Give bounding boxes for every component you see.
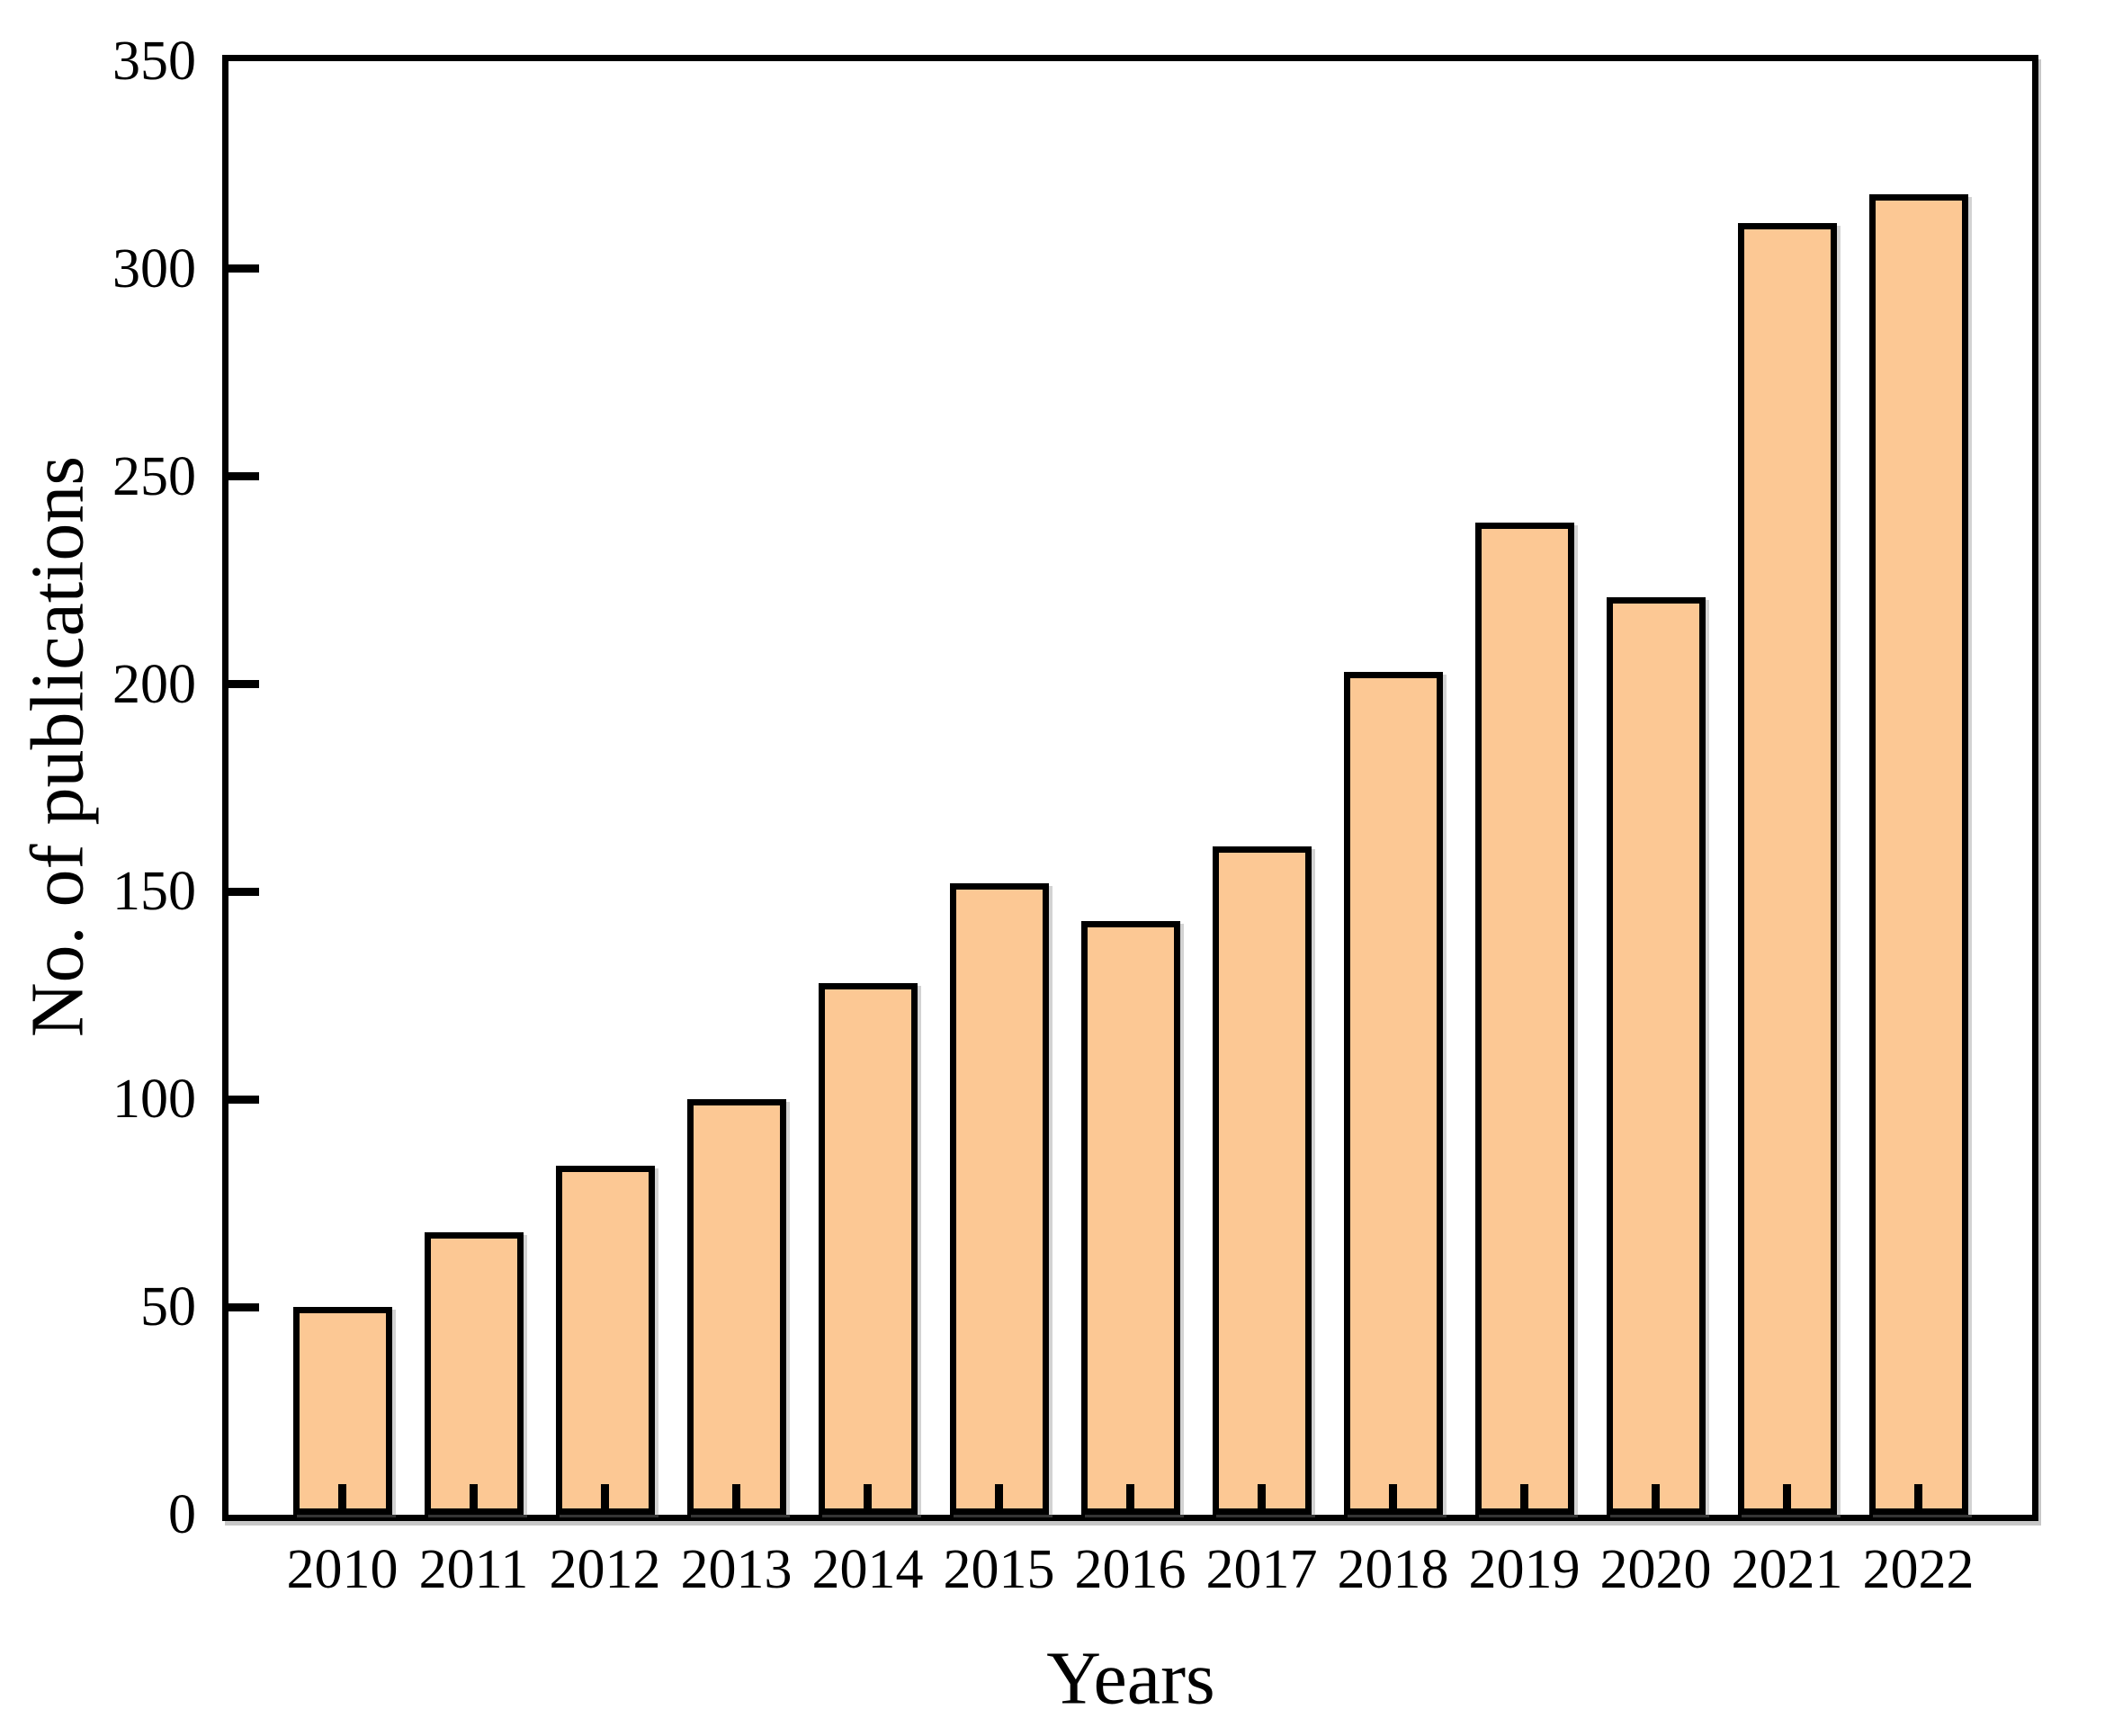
bar-2012 xyxy=(555,1166,655,1515)
x-tick-label-2018: 2018 xyxy=(1337,1539,1449,1600)
bar-2014 xyxy=(818,983,918,1515)
x-tick-label-2015: 2015 xyxy=(943,1539,1055,1600)
y-axis-title: No. of publications xyxy=(15,455,100,1038)
x-tick-2015 xyxy=(995,1484,1003,1515)
x-tick-label-2019: 2019 xyxy=(1468,1539,1581,1600)
bar-2013 xyxy=(686,1099,786,1515)
x-tick-label-2021: 2021 xyxy=(1731,1539,1843,1600)
x-tick-label-2016: 2016 xyxy=(1074,1539,1187,1600)
x-tick-2018 xyxy=(1389,1484,1397,1515)
y-tick-300 xyxy=(228,264,259,273)
x-tick-label-2014: 2014 xyxy=(811,1539,924,1600)
y-tick-label-150: 150 xyxy=(112,861,196,923)
x-axis-title: Years xyxy=(1046,1636,1215,1721)
x-tick-2010 xyxy=(338,1484,346,1515)
plot-area xyxy=(222,55,2038,1521)
y-tick-50 xyxy=(228,1302,259,1311)
bar-2022 xyxy=(1868,194,1968,1515)
y-tick-label-100: 100 xyxy=(112,1069,196,1131)
y-tick-100 xyxy=(228,1095,259,1104)
x-tick-2019 xyxy=(1520,1484,1528,1515)
y-tick-150 xyxy=(228,887,259,896)
y-tick-250 xyxy=(228,472,259,481)
x-tick-label-2020: 2020 xyxy=(1599,1539,1712,1600)
x-tick-2022 xyxy=(1914,1484,1922,1515)
x-tick-label-2022: 2022 xyxy=(1862,1539,1975,1600)
x-tick-2017 xyxy=(1258,1484,1266,1515)
bar-2019 xyxy=(1474,523,1574,1515)
y-tick-200 xyxy=(228,680,259,689)
x-tick-2011 xyxy=(470,1484,478,1515)
y-tick-label-50: 50 xyxy=(140,1276,196,1338)
x-tick-2016 xyxy=(1126,1484,1134,1515)
x-tick-label-2013: 2013 xyxy=(680,1539,793,1600)
x-tick-2014 xyxy=(864,1484,872,1515)
x-tick-2021 xyxy=(1783,1484,1791,1515)
bar-2018 xyxy=(1343,672,1443,1515)
y-tick-label-200: 200 xyxy=(112,653,196,715)
bar-2021 xyxy=(1737,223,1837,1515)
bar-2010 xyxy=(292,1307,392,1515)
bar-2017 xyxy=(1212,846,1312,1515)
x-tick-2012 xyxy=(601,1484,609,1515)
x-tick-label-2017: 2017 xyxy=(1205,1539,1318,1600)
bar-2020 xyxy=(1606,597,1706,1515)
x-tick-label-2011: 2011 xyxy=(418,1539,529,1600)
x-tick-label-2012: 2012 xyxy=(549,1539,661,1600)
x-tick-label-2010: 2010 xyxy=(286,1539,399,1600)
y-tick-label-300: 300 xyxy=(112,237,196,300)
y-tick-label-250: 250 xyxy=(112,445,196,507)
bar-2015 xyxy=(949,883,1049,1515)
x-tick-2013 xyxy=(732,1484,740,1515)
x-tick-2020 xyxy=(1652,1484,1660,1515)
y-tick-label-0: 0 xyxy=(168,1484,196,1545)
bar-2016 xyxy=(1080,921,1180,1515)
bar-2011 xyxy=(424,1232,524,1515)
y-tick-label-350: 350 xyxy=(112,31,196,92)
